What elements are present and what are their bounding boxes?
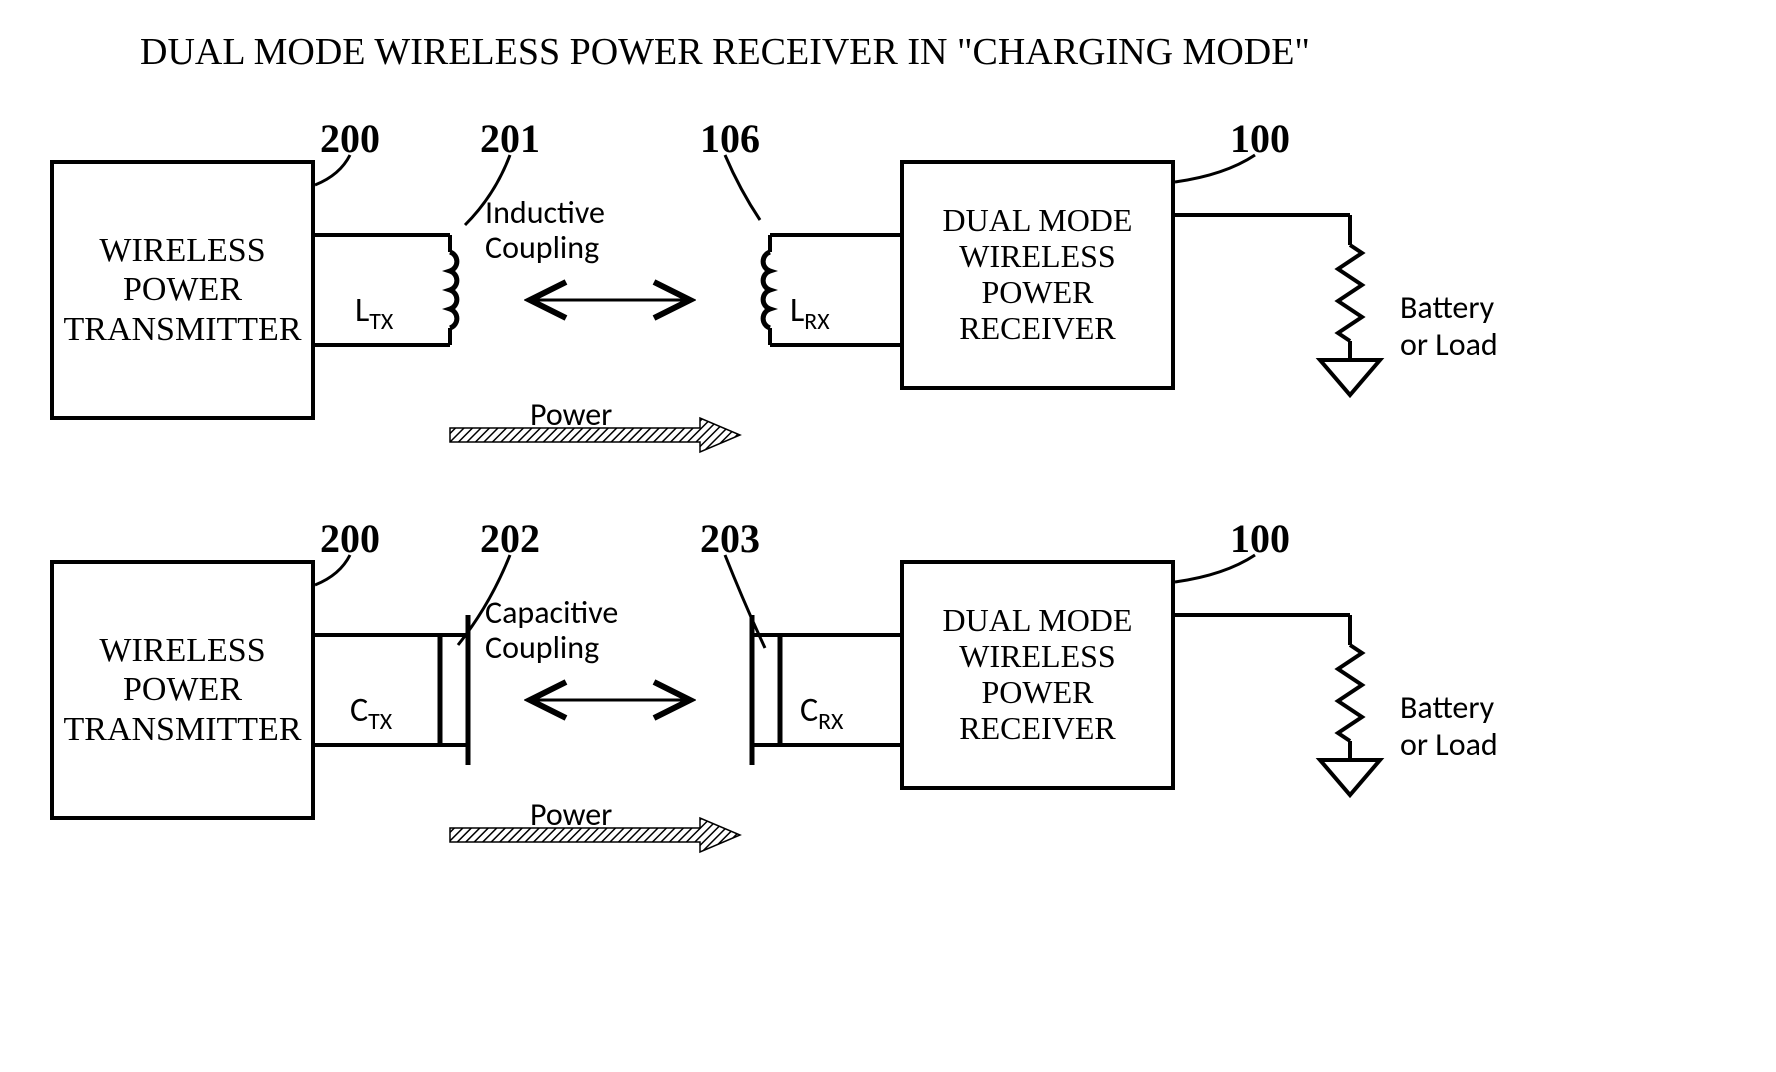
capacitor-crx (752, 615, 780, 765)
load-row1 (1320, 215, 1380, 395)
inductor-ltx (450, 252, 457, 328)
power-arrow-row2 (450, 818, 740, 852)
row1-wires (315, 215, 1350, 345)
load-row2 (1320, 615, 1380, 795)
diagram-svg (0, 0, 1776, 1072)
power-arrow-row1 (450, 418, 740, 452)
leaders-row1 (315, 155, 1255, 225)
inductor-lrx (763, 252, 770, 328)
